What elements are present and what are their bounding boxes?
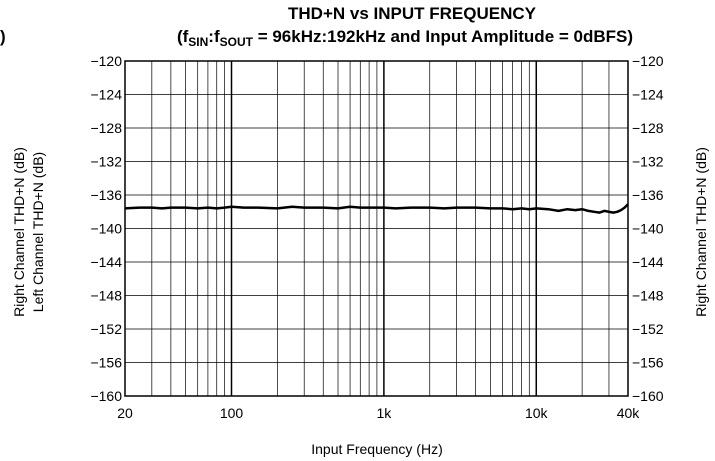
y-tick-label-right: −156 (632, 355, 664, 371)
y-tick-label-left: −120 (90, 53, 122, 69)
y-tick-label-right: −144 (632, 254, 664, 270)
y-tick-label-right: −128 (632, 120, 664, 136)
subtitle-rest: = 96kHz:192kHz and Input Amplitude = 0dB… (253, 27, 633, 46)
x-tick-label: 100 (220, 405, 244, 421)
subtitle-sub-sout: SOUT (220, 35, 254, 49)
y-tick-label-right: −152 (632, 321, 664, 337)
y-tick-label-left: −144 (90, 254, 122, 270)
x-tick-label: 1k (376, 405, 392, 421)
x-tick-label: 40k (617, 405, 641, 421)
plot-frame (124, 60, 629, 397)
y-tick-label-right: −120 (632, 53, 664, 69)
grid-lines (125, 61, 628, 396)
y-tick-label-right: −148 (632, 288, 664, 304)
y-axis-label-left-1: Right Channel THD+N (dB) (11, 147, 27, 317)
cropped-paren-text: ) (0, 27, 6, 46)
subtitle-sub-sin: SIN (188, 35, 208, 49)
series-line (124, 203, 629, 214)
subtitle-colon: :f (208, 27, 220, 46)
y-axis-label-right: Right Channel THD+N (dB) (693, 147, 709, 317)
y-tick-label-right: −124 (632, 87, 664, 103)
chart-subtitle: (fSIN:fSOUT = 96kHz:192kHz and Input Amp… (177, 27, 633, 49)
chart-title: THD+N vs INPUT FREQUENCY (288, 4, 537, 23)
y-tick-label-left: −160 (90, 388, 122, 404)
y-tick-label-right: −140 (632, 221, 664, 237)
x-tick-label: 20 (117, 405, 133, 421)
x-axis-label: Input Frequency (Hz) (311, 441, 443, 457)
tick-labels: −120 −120 −124 −124 −128 −128 −132 −132 −136 −136… (90, 53, 663, 421)
y-tick-label-right: −136 (632, 187, 664, 203)
data-series (124, 203, 629, 214)
y-axis-label-left-2: Left Channel THD+N (dB) (30, 152, 46, 312)
y-tick-label-left: −124 (90, 87, 122, 103)
y-tick-label-left: −132 (90, 154, 122, 170)
y-tick-label-left: −128 (90, 120, 122, 136)
y-tick-label-left: −148 (90, 288, 122, 304)
y-tick-label-right: −132 (632, 154, 664, 170)
y-tick-label-right: −160 (632, 388, 664, 404)
subtitle-open: (f (177, 27, 189, 46)
y-tick-label-left: −140 (90, 221, 122, 237)
y-tick-label-left: −136 (90, 187, 122, 203)
y-tick-label-left: −156 (90, 355, 122, 371)
y-tick-label-left: −152 (90, 321, 122, 337)
x-tick-label: 10k (525, 405, 549, 421)
